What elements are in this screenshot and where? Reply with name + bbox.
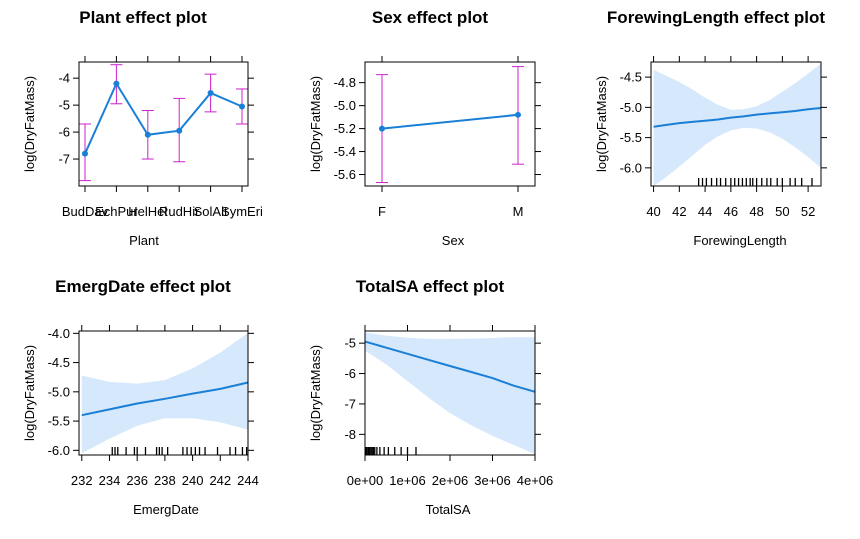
plant-point xyxy=(82,150,88,157)
plant-xtick-label: HelHel xyxy=(128,204,167,219)
emergdate-xtick-label: 242 xyxy=(209,473,231,488)
totalsa-xtick-label: 0e+00 xyxy=(347,473,384,488)
totalsa-ytick-label: -6 xyxy=(344,366,356,381)
plant-plot-title: Plant effect plot xyxy=(79,8,207,27)
emergdate-confidence-band xyxy=(81,332,248,454)
emergdate-ytick-label: -5.5 xyxy=(48,414,70,429)
emergdate-xtick-label: 232 xyxy=(71,473,93,488)
plant-xtick-label: BudDav xyxy=(62,204,109,219)
emergdate-plot-ylabel: log(DryFatMass) xyxy=(22,345,37,441)
totalsa-effect-plot: TotalSA effect plot TotalSA log(DryFatMa… xyxy=(308,277,553,517)
plant-ytick-label: -6 xyxy=(58,125,70,140)
plant-point xyxy=(176,127,183,134)
forewinglength-effect-plot: ForewingLength effect plot ForewingLengt… xyxy=(594,8,827,248)
forewinglength-plot-title: ForewingLength effect plot xyxy=(607,8,825,27)
sex-ytick-label: -5.4 xyxy=(334,144,356,159)
plant-xtick-label: RudHir xyxy=(159,204,200,219)
sex-xtick-label: F xyxy=(378,204,386,219)
forewinglength-ytick-label: -6.0 xyxy=(620,160,642,175)
sex-xtick-label: M xyxy=(513,204,524,219)
forewinglength-xtick-label: 46 xyxy=(724,204,738,219)
totalsa-xtick-label: 3e+06 xyxy=(474,473,511,488)
sex-ytick-label: -4.8 xyxy=(334,75,356,90)
emergdate-plot-frame xyxy=(78,330,249,456)
emergdate-ytick-label: -5.0 xyxy=(48,384,70,399)
plant-plot-ylabel: log(DryFatMass) xyxy=(22,76,37,172)
plant-plot-xlabel: Plant xyxy=(129,233,159,248)
forewinglength-plot-xlabel: ForewingLength xyxy=(693,233,786,248)
emergdate-plot-title: EmergDate effect plot xyxy=(55,277,231,296)
forewinglength-xtick-label: 40 xyxy=(646,204,660,219)
sex-plot-ylabel: log(DryFatMass) xyxy=(308,76,323,172)
sex-plot-xlabel: Sex xyxy=(442,233,465,248)
sex-ytick-label: -5.0 xyxy=(334,98,356,113)
emergdate-xtick-label: 240 xyxy=(182,473,204,488)
forewinglength-ytick-label: -4.5 xyxy=(620,70,642,85)
totalsa-plot-ylabel: log(DryFatMass) xyxy=(308,345,323,441)
plant-point xyxy=(113,80,120,87)
totalsa-plot-xlabel: TotalSA xyxy=(426,502,471,517)
plant-point xyxy=(207,90,214,96)
forewinglength-plot-ylabel: log(DryFatMass) xyxy=(594,76,609,172)
plant-xtick-label: SymEri xyxy=(221,204,263,219)
plant-ytick-label: -5 xyxy=(58,98,70,113)
plant-point xyxy=(239,103,245,110)
forewinglength-xtick-label: 52 xyxy=(801,204,815,219)
emergdate-effect-line xyxy=(81,381,249,417)
emergdate-effect-plot: EmergDate effect plot EmergDate log(DryF… xyxy=(22,277,259,517)
forewinglength-xtick-label: 50 xyxy=(775,204,789,219)
forewinglength-ytick-label: -5.5 xyxy=(620,130,642,145)
plant-xtick-label: EchPur xyxy=(95,204,138,219)
forewinglength-xtick-label: 42 xyxy=(672,204,686,219)
sex-plot-frame xyxy=(364,61,536,187)
emergdate-xtick-label: 244 xyxy=(237,473,259,488)
totalsa-plot-title: TotalSA effect plot xyxy=(356,277,505,296)
emergdate-xtick-label: 236 xyxy=(126,473,148,488)
totalsa-xtick-label: 1e+06 xyxy=(389,473,426,488)
sex-effect-plot: Sex effect plot Sex log(DryFatMass) -5.6… xyxy=(308,8,541,248)
sex-ytick-label: -5.6 xyxy=(334,167,356,182)
emergdate-ytick-label: -4.0 xyxy=(48,326,70,341)
plant-plot-frame xyxy=(78,61,249,187)
forewinglength-xtick-label: 48 xyxy=(749,204,763,219)
totalsa-confidence-band xyxy=(365,332,535,455)
emergdate-xtick-label: 238 xyxy=(154,473,176,488)
forewinglength-xtick-label: 44 xyxy=(698,204,712,219)
forewinglength-ytick-label: -5.0 xyxy=(620,100,642,115)
emergdate-ytick-label: -6.0 xyxy=(48,443,70,458)
forewinglength-confidence-band xyxy=(653,63,821,186)
totalsa-effect-line xyxy=(364,340,536,393)
totalsa-xtick-label: 4e+06 xyxy=(517,473,554,488)
totalsa-ytick-label: -5 xyxy=(344,336,356,351)
sex-point xyxy=(379,125,385,132)
plant-effect-plot: Plant effect plot Plant log(DryFatMass) … xyxy=(22,8,263,248)
plant-xtick-label: SolAlt xyxy=(194,204,228,219)
plant-ytick-label: -7 xyxy=(58,152,70,167)
plant-effect-line xyxy=(84,81,243,155)
emergdate-xtick-label: 234 xyxy=(99,473,121,488)
sex-plot-title: Sex effect plot xyxy=(372,8,489,27)
forewinglength-effect-line xyxy=(653,107,822,128)
totalsa-xtick-label: 2e+06 xyxy=(432,473,469,488)
sex-ytick-label: -5.2 xyxy=(334,121,356,136)
plant-point xyxy=(144,131,151,138)
forewinglength-plot-frame xyxy=(650,61,822,187)
sex-point xyxy=(515,111,521,118)
plant-ytick-label: -4 xyxy=(58,71,70,86)
emergdate-ytick-label: -4.5 xyxy=(48,355,70,370)
emergdate-plot-xlabel: EmergDate xyxy=(133,502,199,517)
totalsa-ytick-label: -7 xyxy=(344,396,356,411)
sex-effect-line xyxy=(381,113,519,130)
totalsa-ytick-label: -8 xyxy=(344,427,356,442)
